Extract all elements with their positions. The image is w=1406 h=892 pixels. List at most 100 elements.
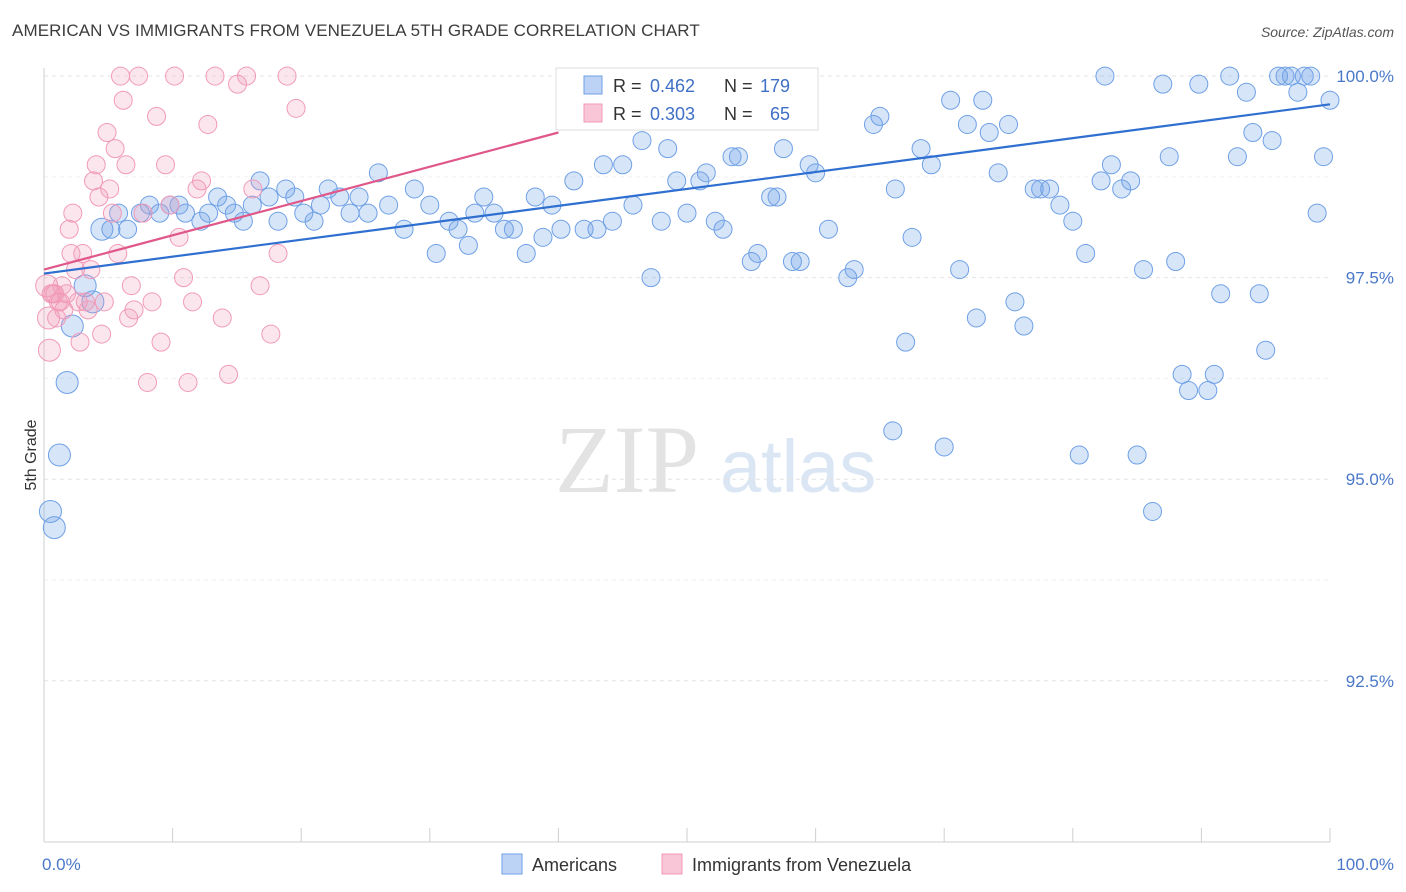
americans-point bbox=[465, 203, 485, 223]
americans-points bbox=[38, 66, 1340, 540]
americans-point bbox=[966, 308, 986, 328]
venezuela-point bbox=[205, 66, 225, 86]
americans-point bbox=[1211, 284, 1231, 304]
y-tick-label: 100.0% bbox=[1336, 67, 1394, 86]
y-axis-label: 5th Grade bbox=[23, 419, 40, 490]
americans-point bbox=[1301, 66, 1321, 86]
americans-point bbox=[1189, 74, 1209, 94]
venezuela-point bbox=[237, 66, 257, 86]
venezuela-point bbox=[174, 268, 194, 288]
stats-swatch-americans bbox=[583, 75, 603, 95]
americans-point bbox=[1153, 74, 1173, 94]
venezuela-point bbox=[94, 292, 114, 312]
americans-point bbox=[1275, 66, 1295, 86]
americans-point bbox=[404, 179, 424, 199]
venezuela-point bbox=[86, 155, 106, 175]
watermark-atlas: atlas bbox=[720, 425, 876, 508]
stats-r-value-americans: 0.462 bbox=[650, 76, 695, 96]
americans-point bbox=[602, 211, 622, 231]
venezuela-point bbox=[286, 98, 306, 118]
americans-point bbox=[199, 203, 219, 223]
venezuela-point bbox=[165, 66, 185, 86]
americans-point bbox=[1288, 82, 1308, 102]
legend-label-americans: Americans bbox=[532, 855, 617, 875]
americans-point bbox=[1095, 66, 1115, 86]
venezuela-point bbox=[57, 284, 77, 304]
americans-point bbox=[1076, 243, 1096, 263]
americans-point bbox=[773, 139, 793, 159]
americans-point bbox=[1014, 316, 1034, 336]
venezuela-point bbox=[129, 66, 149, 86]
americans-point bbox=[340, 203, 360, 223]
venezuela-point bbox=[37, 338, 61, 362]
americans-point bbox=[1179, 381, 1199, 400]
venezuela-trend-line bbox=[43, 131, 559, 271]
legend-label-venezuela: Immigrants from Venezuela bbox=[692, 855, 912, 875]
americans-point bbox=[896, 332, 916, 352]
stats-n-value-venezuela: 65 bbox=[770, 104, 790, 124]
x-tick-label-max: 100.0% bbox=[1336, 855, 1394, 874]
y-tick-label: 92.5% bbox=[1346, 672, 1394, 691]
americans-point bbox=[394, 219, 414, 239]
americans-point bbox=[1101, 155, 1121, 175]
americans-point bbox=[950, 260, 970, 280]
americans-point bbox=[613, 155, 633, 175]
americans-point bbox=[426, 243, 446, 263]
venezuela-points bbox=[35, 66, 306, 392]
venezuela-point bbox=[84, 171, 104, 191]
stats-r-value-venezuela: 0.303 bbox=[650, 104, 695, 124]
stats-n-label-venezuela: N = bbox=[724, 104, 753, 124]
americans-point bbox=[47, 443, 71, 467]
legend-swatch-venezuela bbox=[661, 853, 683, 875]
americans-point bbox=[268, 211, 288, 231]
americans-point bbox=[641, 268, 661, 288]
americans-point bbox=[1091, 171, 1111, 191]
americans-point bbox=[1024, 179, 1044, 199]
americans-point bbox=[533, 227, 553, 247]
americans-point bbox=[658, 139, 678, 159]
americans-point bbox=[973, 90, 993, 110]
americans-point bbox=[957, 114, 977, 134]
americans-point bbox=[705, 211, 725, 231]
venezuela-point bbox=[261, 324, 281, 344]
americans-point bbox=[667, 171, 687, 191]
stats-swatch-venezuela bbox=[583, 103, 603, 123]
venezuela-point bbox=[47, 308, 67, 328]
venezuela-point bbox=[100, 179, 120, 199]
americans-point bbox=[593, 155, 613, 175]
americans-point bbox=[902, 227, 922, 247]
americans-point bbox=[503, 219, 523, 239]
americans-point bbox=[741, 252, 761, 271]
venezuela-point bbox=[59, 219, 79, 239]
venezuela-point bbox=[183, 292, 203, 312]
venezuela-point bbox=[54, 300, 74, 320]
americans-point bbox=[250, 171, 270, 191]
venezuela-point bbox=[63, 203, 83, 223]
americans-point bbox=[448, 219, 468, 239]
americans-point bbox=[310, 195, 330, 215]
americans-point bbox=[979, 123, 999, 142]
americans-point bbox=[358, 203, 378, 223]
americans-point bbox=[790, 252, 810, 271]
americans-point bbox=[883, 421, 903, 441]
americans-point bbox=[474, 187, 494, 207]
americans-point bbox=[761, 187, 781, 207]
americans-point bbox=[1307, 203, 1327, 223]
americans-point bbox=[844, 260, 864, 280]
y-tick-labels: 92.5% 95.0% 97.5% 100.0% bbox=[1336, 67, 1394, 691]
americans-point bbox=[632, 131, 652, 151]
americans-point bbox=[217, 195, 237, 215]
venezuela-point bbox=[116, 155, 136, 175]
americans-point bbox=[420, 195, 440, 215]
americans-point bbox=[118, 219, 138, 239]
americans-point bbox=[1166, 252, 1186, 271]
venezuela-point bbox=[198, 114, 218, 134]
americans-point bbox=[379, 195, 399, 215]
venezuela-point bbox=[68, 292, 88, 312]
americans-point bbox=[1249, 284, 1269, 304]
venezuela-point bbox=[192, 171, 212, 191]
y-tick-label: 95.0% bbox=[1346, 470, 1394, 489]
americans-point bbox=[551, 219, 571, 239]
venezuela-point bbox=[219, 364, 239, 384]
americans-point bbox=[1256, 340, 1276, 360]
